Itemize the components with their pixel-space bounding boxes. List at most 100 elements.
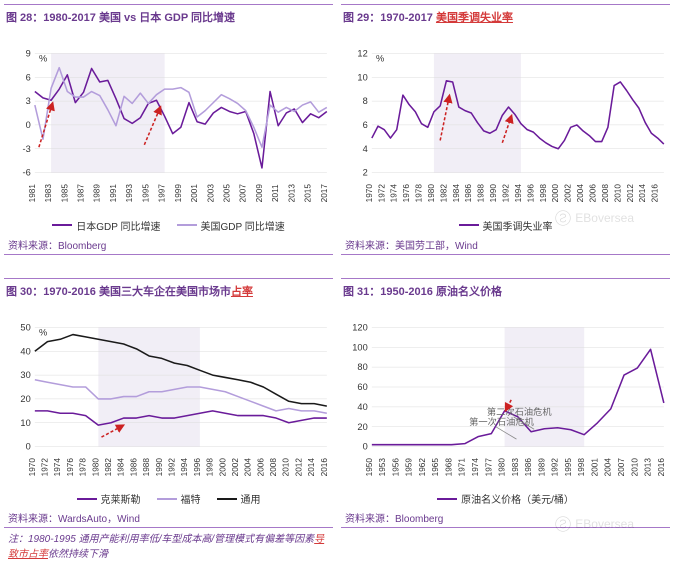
svg-text:1990: 1990	[489, 184, 498, 203]
chart-grid: 图 28：1980-2017 美国 vs 日本 GDP 同比增速 -6 -3 0 3 6 9…	[0, 0, 674, 547]
svg-text:1998: 1998	[539, 184, 548, 203]
svg-text:0: 0	[363, 441, 368, 451]
chart-title: 图 28：1980-2017 美国 vs 日本 GDP 同比增速	[4, 5, 333, 29]
svg-text:1981: 1981	[28, 184, 37, 203]
svg-text:80: 80	[357, 362, 367, 372]
legend-item: 福特	[157, 491, 201, 506]
svg-text:2006: 2006	[256, 457, 265, 476]
source-label: 资料来源：Bloomberg	[4, 235, 333, 255]
svg-text:1983: 1983	[44, 184, 53, 203]
svg-text:2017: 2017	[320, 184, 329, 203]
svg-text:2014: 2014	[638, 184, 647, 203]
svg-text:-3: -3	[22, 144, 30, 154]
svg-text:2003: 2003	[206, 184, 215, 203]
svg-text:1986: 1986	[129, 457, 138, 476]
chart-svg: 0102030405019701972197419761978198019821…	[4, 303, 333, 490]
svg-text:30: 30	[20, 370, 30, 380]
svg-text:6: 6	[26, 72, 31, 82]
svg-text:1978: 1978	[415, 184, 424, 203]
panel-28: 图 28：1980-2017 美国 vs 日本 GDP 同比增速 -6 -3 0 3 6 9…	[4, 4, 333, 270]
svg-text:1990: 1990	[155, 457, 164, 476]
svg-text:4: 4	[363, 144, 368, 154]
svg-text:2010: 2010	[630, 457, 639, 476]
chart-title: 图 30：1970-2016 美国三大车企在美国市场市占率	[4, 279, 333, 303]
svg-text:40: 40	[357, 401, 367, 411]
svg-text:2010: 2010	[282, 457, 291, 476]
svg-text:-6: -6	[22, 168, 30, 178]
legend: 日本GDP 同比增速 美国GDP 同比增速	[4, 216, 333, 235]
source-label: 资料来源：WardsAuto，Wind	[4, 508, 333, 528]
svg-text:1976: 1976	[402, 184, 411, 203]
svg-text:1978: 1978	[79, 457, 88, 476]
svg-text:2010: 2010	[613, 184, 622, 203]
svg-text:1998: 1998	[577, 457, 586, 476]
svg-text:2013: 2013	[287, 184, 296, 203]
svg-text:1992: 1992	[502, 184, 511, 203]
svg-text:1987: 1987	[77, 184, 86, 203]
svg-text:2008: 2008	[601, 184, 610, 203]
svg-text:1974: 1974	[390, 184, 399, 203]
chart-svg: 0204060801001201950195319561959196219651…	[341, 303, 670, 490]
svg-text:50: 50	[20, 322, 30, 332]
legend: 克莱斯勒福特通用	[4, 489, 333, 508]
legend-item: 日本GDP 同比增速	[52, 218, 160, 233]
svg-text:1980: 1980	[427, 184, 436, 203]
svg-text:1984: 1984	[452, 184, 461, 203]
svg-text:1970: 1970	[28, 457, 37, 476]
svg-text:%: %	[39, 54, 47, 64]
svg-text:3: 3	[26, 96, 31, 106]
svg-text:1980: 1980	[91, 457, 100, 476]
svg-text:2016: 2016	[657, 457, 666, 476]
svg-text:2000: 2000	[551, 184, 560, 203]
svg-text:2005: 2005	[223, 184, 232, 203]
svg-text:2014: 2014	[307, 457, 316, 476]
svg-text:10: 10	[20, 417, 30, 427]
svg-text:1982: 1982	[104, 457, 113, 476]
legend-item: 美国GDP 同比增速	[177, 218, 285, 233]
svg-text:1997: 1997	[158, 184, 167, 203]
svg-text:%: %	[39, 327, 47, 337]
svg-text:2001: 2001	[590, 457, 599, 476]
svg-text:1994: 1994	[180, 457, 189, 476]
svg-text:1953: 1953	[378, 457, 387, 476]
svg-text:1982: 1982	[439, 184, 448, 203]
svg-text:9: 9	[26, 48, 31, 58]
svg-text:1996: 1996	[193, 457, 202, 476]
svg-text:1950: 1950	[365, 457, 374, 476]
svg-text:第一次石油危机: 第一次石油危机	[469, 415, 534, 426]
svg-text:2000: 2000	[218, 457, 227, 476]
svg-text:1965: 1965	[431, 457, 440, 476]
svg-text:1991: 1991	[109, 184, 118, 203]
svg-text:1988: 1988	[477, 184, 486, 203]
svg-text:2007: 2007	[239, 184, 248, 203]
source-label: 资料来源：美国劳工部，Wind	[341, 235, 670, 255]
footnote: 注：1980-1995 通用产能利用率低/车型成本高/管理模式有偏差等因素导致市…	[4, 528, 333, 562]
svg-text:1956: 1956	[391, 457, 400, 476]
svg-text:2016: 2016	[320, 457, 329, 476]
svg-text:12: 12	[357, 48, 367, 58]
svg-text:1989: 1989	[93, 184, 102, 203]
svg-text:1986: 1986	[524, 457, 533, 476]
svg-text:8: 8	[363, 96, 368, 106]
svg-text:20: 20	[20, 394, 30, 404]
svg-text:1996: 1996	[526, 184, 535, 203]
svg-text:2006: 2006	[588, 184, 597, 203]
svg-text:0: 0	[26, 441, 31, 451]
svg-text:0: 0	[26, 120, 31, 130]
svg-text:2: 2	[363, 168, 368, 178]
svg-text:2013: 2013	[644, 457, 653, 476]
svg-text:1977: 1977	[484, 457, 493, 476]
svg-text:2012: 2012	[294, 457, 303, 476]
svg-text:1993: 1993	[125, 184, 134, 203]
svg-text:1984: 1984	[117, 457, 126, 476]
svg-text:1972: 1972	[377, 184, 386, 203]
svg-text:1971: 1971	[458, 457, 467, 476]
chart-title: 图 29：1970-2017 美国季调失业率	[341, 5, 670, 29]
svg-text:100: 100	[352, 342, 367, 352]
svg-text:1972: 1972	[41, 457, 50, 476]
svg-text:2004: 2004	[576, 184, 585, 203]
svg-text:1989: 1989	[537, 457, 546, 476]
svg-text:%: %	[376, 54, 384, 64]
legend-item: 通用	[217, 491, 261, 506]
svg-text:1962: 1962	[418, 457, 427, 476]
